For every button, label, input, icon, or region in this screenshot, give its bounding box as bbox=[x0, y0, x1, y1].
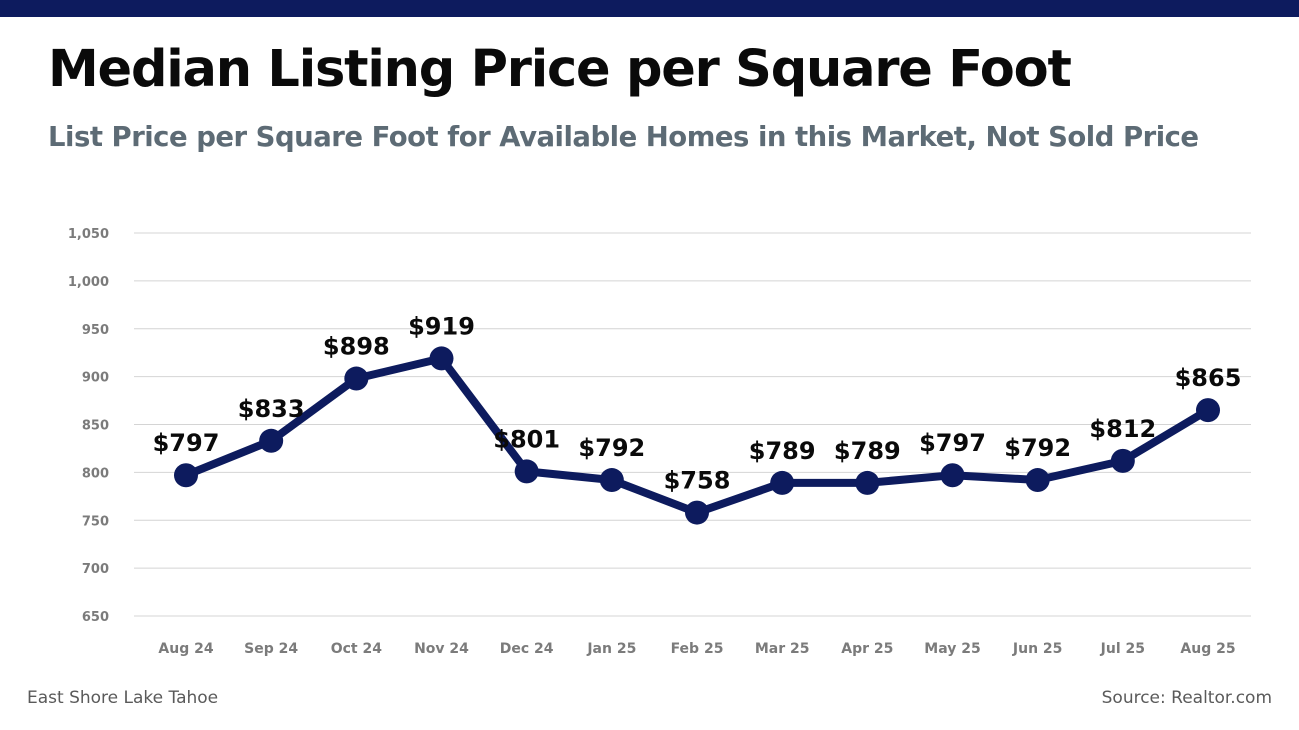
x-tick-label: Oct 24 bbox=[331, 641, 383, 657]
source-credit: Source: Realtor.com bbox=[1101, 688, 1272, 708]
data-point bbox=[1025, 468, 1050, 493]
data-point bbox=[1110, 448, 1135, 473]
x-tick-label: Dec 24 bbox=[500, 641, 554, 657]
x-axis-tick-labels: Aug 24 Sep 24 Oct 24 Nov 24 Dec 24 Jan 25 Feb … bbox=[158, 641, 1235, 657]
data-point bbox=[770, 470, 795, 495]
data-point bbox=[174, 463, 198, 488]
y-axis-tick-labels: 650 700 750 800 850 900 950 1,000 1,050 bbox=[68, 227, 109, 625]
x-tick-label: Jan 25 bbox=[586, 641, 636, 657]
data-label: $833 bbox=[238, 395, 305, 423]
y-tick-label: 700 bbox=[82, 562, 109, 577]
x-tick-label: Feb 25 bbox=[671, 641, 724, 657]
data-point bbox=[344, 366, 369, 391]
y-tick-label: 750 bbox=[82, 514, 109, 529]
y-tick-label: 1,000 bbox=[68, 275, 109, 290]
data-point bbox=[429, 346, 454, 371]
page-title: Median Listing Price per Square Foot bbox=[48, 40, 1072, 99]
y-tick-label: 650 bbox=[82, 610, 109, 625]
y-tick-label: 800 bbox=[82, 466, 109, 481]
x-tick-label: Jun 25 bbox=[1012, 641, 1063, 657]
data-point bbox=[940, 463, 965, 488]
data-labels: $797 $833 $898 $919 $801 $792 $758 $789 $789 $797… bbox=[153, 312, 1242, 494]
x-tick-label: Aug 24 bbox=[158, 641, 213, 657]
data-label: $812 bbox=[1089, 415, 1156, 443]
data-point bbox=[514, 459, 539, 484]
x-tick-label: Sep 24 bbox=[244, 641, 298, 657]
data-label: $789 bbox=[834, 437, 901, 465]
data-point bbox=[599, 468, 624, 493]
data-label: $789 bbox=[749, 437, 816, 465]
data-label: $865 bbox=[1175, 364, 1242, 392]
page-subtitle: List Price per Square Foot for Available… bbox=[48, 121, 1199, 153]
data-point bbox=[259, 428, 284, 453]
top-accent-bar bbox=[0, 0, 1299, 17]
x-tick-label: Aug 25 bbox=[1180, 641, 1235, 657]
data-label: $801 bbox=[493, 425, 560, 453]
data-point bbox=[1196, 398, 1220, 423]
data-label: $797 bbox=[153, 429, 220, 457]
x-tick-label: Mar 25 bbox=[755, 641, 810, 657]
y-tick-label: 850 bbox=[82, 419, 109, 434]
data-points bbox=[174, 346, 1220, 525]
market-name: East Shore Lake Tahoe bbox=[27, 688, 219, 708]
x-tick-label: Jul 25 bbox=[1100, 641, 1145, 657]
grid-lines bbox=[134, 232, 1251, 617]
data-point bbox=[855, 470, 880, 495]
data-label: $792 bbox=[1004, 434, 1071, 462]
data-label: $919 bbox=[408, 312, 475, 340]
data-label: $792 bbox=[578, 434, 645, 462]
x-tick-label: Nov 24 bbox=[414, 641, 469, 657]
y-tick-label: 1,050 bbox=[68, 227, 109, 242]
data-label: $758 bbox=[664, 467, 731, 495]
x-tick-label: May 25 bbox=[924, 641, 980, 657]
data-label: $797 bbox=[919, 429, 986, 457]
data-label: $898 bbox=[323, 333, 390, 361]
x-tick-label: Apr 25 bbox=[841, 641, 893, 657]
data-point bbox=[685, 500, 709, 525]
y-tick-label: 900 bbox=[82, 371, 109, 386]
y-tick-label: 950 bbox=[82, 323, 109, 338]
